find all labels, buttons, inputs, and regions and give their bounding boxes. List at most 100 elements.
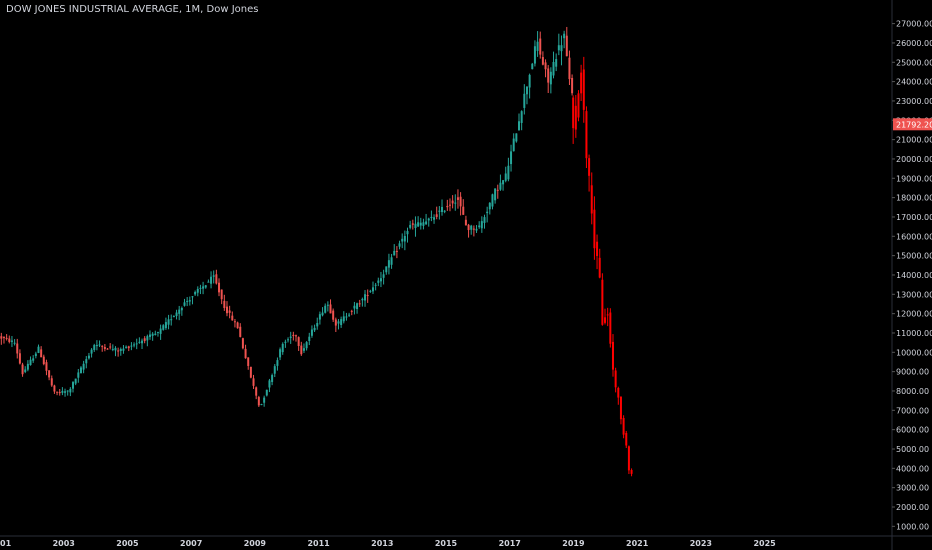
candle-body [148, 334, 151, 337]
candle-body [483, 217, 486, 223]
candle-body [103, 347, 106, 349]
candle-body [462, 206, 465, 215]
candle-body [276, 360, 279, 366]
candle-body [321, 312, 324, 316]
candle-body [106, 348, 109, 350]
candle-body [13, 342, 16, 344]
projection-candle-body [580, 72, 583, 94]
candle-body [475, 228, 478, 231]
candle-body [435, 214, 438, 217]
candle-body [316, 322, 319, 327]
candle-body [366, 295, 369, 297]
candle-body [456, 197, 459, 200]
x-axis[interactable]: 2001 2003 2005 2007 2009 2011 2013 2015 2017 2019… [0, 539, 776, 548]
price-label-bg [893, 118, 932, 131]
projection-candle-body [627, 446, 630, 471]
candle-body [218, 282, 221, 293]
candle-body [260, 404, 263, 406]
candle-body [512, 138, 515, 152]
y-tick-label: 11000.00 [896, 329, 932, 338]
candle-body [241, 338, 244, 349]
candle-body [544, 62, 547, 70]
candle-body [417, 222, 420, 227]
candle-body [422, 222, 425, 226]
candle-body [53, 385, 56, 392]
x-tick-label: 2007 [180, 539, 202, 548]
candle-body [313, 327, 316, 331]
candle-body [433, 217, 436, 220]
projection-candle-body [590, 185, 593, 214]
candle-body [324, 305, 327, 313]
candle-body [560, 45, 563, 52]
candle-body [244, 348, 247, 359]
projection-candles [572, 56, 633, 477]
y-axis[interactable]: 27000.00 26000.00 25000.00 24000.00 23000.00… [892, 20, 932, 532]
candle-body [64, 391, 67, 393]
candle-body [427, 218, 430, 221]
candle-body [72, 382, 75, 389]
candle-body [130, 345, 133, 347]
candle-body [356, 303, 359, 309]
candle-body [305, 342, 308, 349]
candle-body [491, 194, 494, 207]
candle-body [79, 367, 82, 374]
candle-body [2, 337, 5, 339]
historical-candles [0, 26, 574, 407]
candle-body [411, 223, 414, 225]
y-tick-label: 10000.00 [896, 348, 932, 357]
candle-body [350, 310, 353, 312]
projection-candle-body [574, 105, 577, 130]
candle-body [122, 348, 125, 351]
candle-body [502, 180, 505, 185]
candle-body [518, 121, 521, 131]
candle-body [143, 338, 146, 341]
candle-body [180, 307, 183, 311]
y-tick-label: 15000.00 [896, 252, 932, 261]
projection-candle-body [577, 93, 580, 118]
chart-title: DOW JONES INDUSTRIAL AVERAGE, 1M, Dow Jo… [6, 4, 259, 15]
projection-candle-body [617, 388, 620, 398]
candle-body [178, 309, 181, 314]
candle-body [10, 340, 13, 342]
candle-body [175, 312, 178, 317]
candle-body [45, 362, 48, 371]
candle-body [191, 296, 194, 298]
candle-body [223, 300, 226, 309]
projection-candle-body [606, 314, 609, 316]
y-tick-label: 3000.00 [896, 484, 929, 493]
candle-body [345, 316, 348, 318]
candle-body [486, 211, 489, 214]
candle-body [273, 366, 276, 374]
candle-body [98, 344, 101, 346]
candle-body [454, 202, 457, 204]
y-tick-label: 18000.00 [896, 194, 932, 203]
candle-body [348, 314, 351, 316]
candle-body [510, 151, 513, 165]
candle-body [151, 333, 154, 336]
candle-body [268, 380, 271, 388]
candle-body [255, 387, 258, 396]
y-tick-label: 19000.00 [896, 174, 932, 183]
projection-candle-body [588, 158, 591, 176]
projection-candle-body [614, 370, 617, 388]
candle-body [371, 287, 374, 292]
candle-body [111, 348, 114, 350]
candle-body [292, 334, 295, 337]
candle-body [61, 390, 64, 393]
candle-body [167, 319, 170, 325]
candle-body [117, 350, 120, 352]
candle-body [326, 304, 329, 306]
candle-body [334, 319, 337, 326]
candle-body [87, 355, 90, 359]
candle-body [451, 200, 454, 204]
candle-body [480, 221, 483, 229]
candle-body [470, 225, 473, 230]
candle-body [300, 345, 303, 355]
candle-body [525, 86, 528, 95]
candle-body [119, 348, 122, 351]
y-tick-label: 27000.00 [896, 20, 932, 29]
projection-candle-body [609, 312, 612, 344]
candle-body [212, 275, 215, 277]
y-tick-label: 26000.00 [896, 39, 932, 48]
